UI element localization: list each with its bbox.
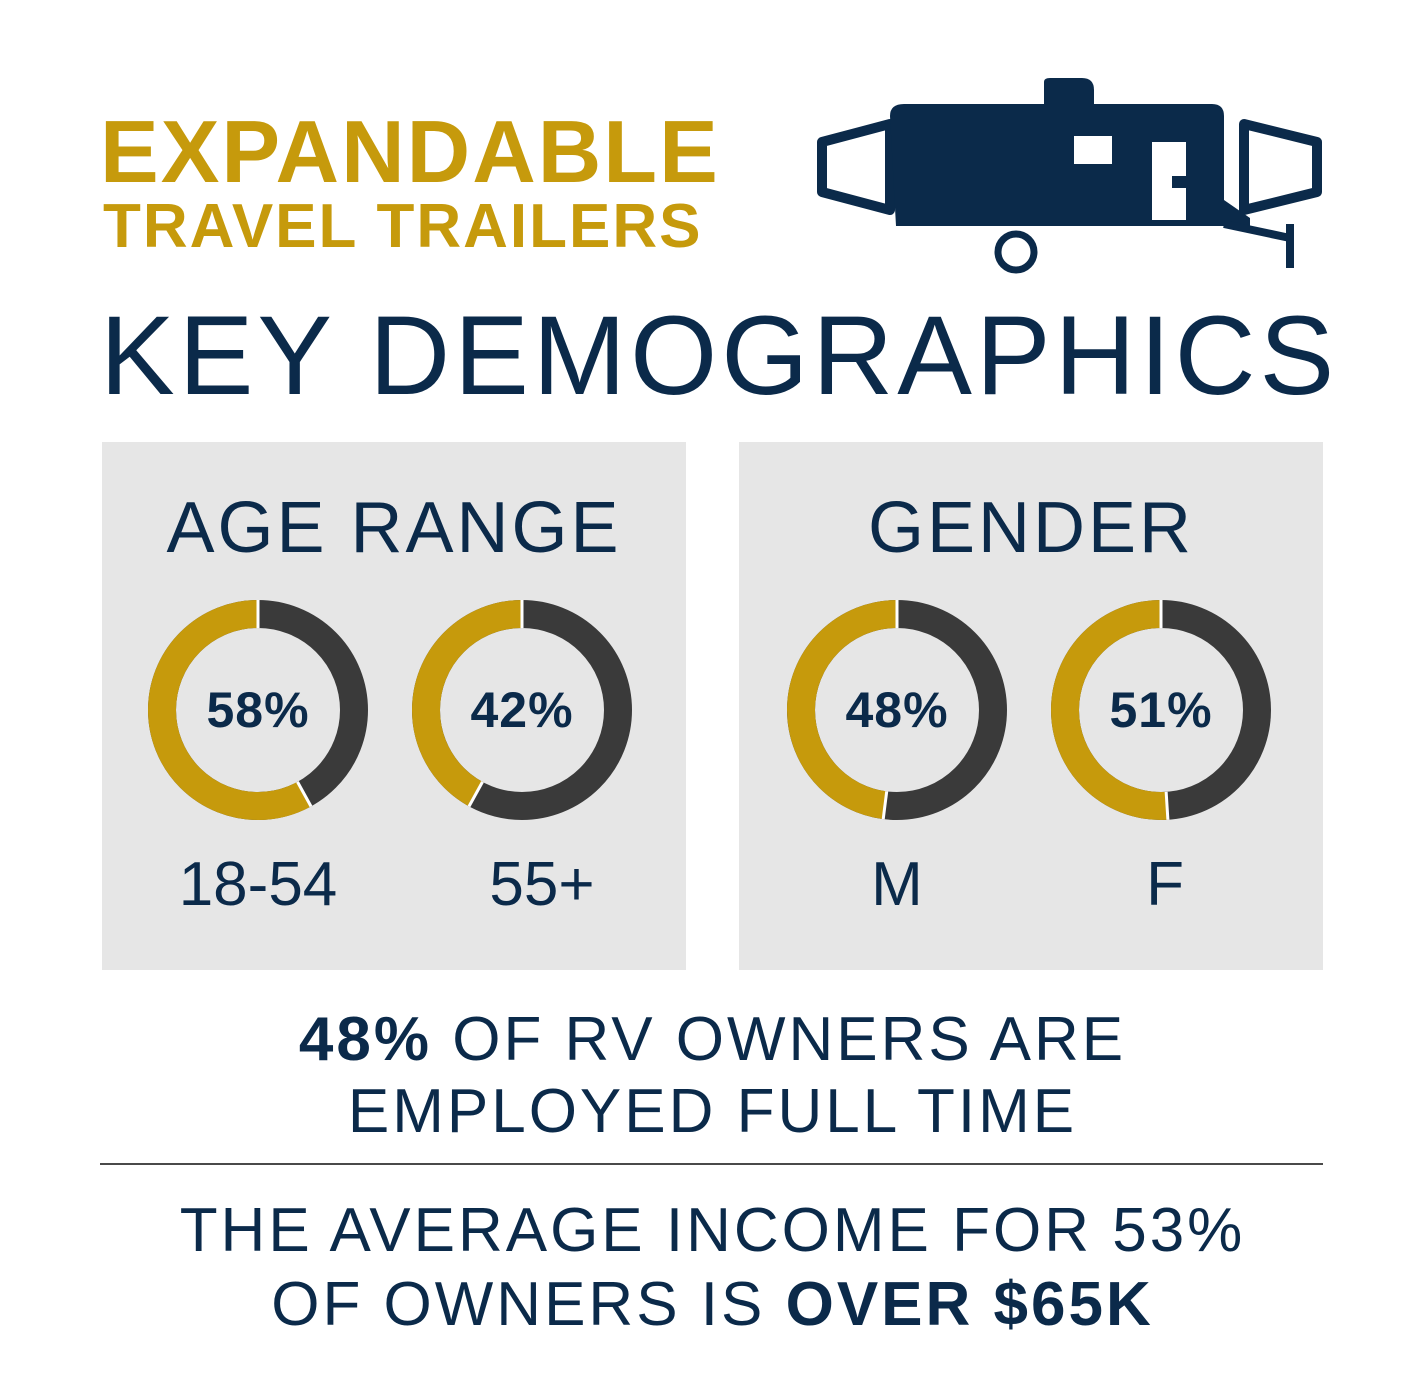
page-title: KEY DEMOGRAPHICS — [100, 293, 1339, 418]
trailer-icon — [817, 78, 1322, 274]
age-range-panel: AGE RANGE 58% 18-54 42% 55+ — [102, 442, 686, 970]
employment-text-line2: EMPLOYED FULL TIME — [347, 1077, 1078, 1146]
title-travel-trailers: TRAVEL TRAILERS — [103, 192, 703, 261]
donut-age-18-54: 58% — [146, 598, 370, 822]
donut-gender-f: 51% — [1049, 598, 1273, 822]
income-stat: THE AVERAGE INCOME FOR 53% OF OWNERS IS … — [0, 1194, 1425, 1342]
donut-value: 51% — [1109, 682, 1213, 738]
donut-separator — [467, 781, 484, 808]
panel-title-gender: GENDER — [867, 488, 1195, 568]
donut-label-55-plus: 55+ — [489, 850, 595, 919]
donut-label-m: M — [871, 850, 923, 919]
donut-label-f: F — [1146, 850, 1184, 919]
donut-separator — [881, 791, 889, 820]
income-text-line2: OF OWNERS IS — [271, 1270, 786, 1339]
panel-title-age-range: AGE RANGE — [166, 488, 622, 568]
divider — [100, 1163, 1323, 1165]
donut-label-18-54: 18-54 — [178, 850, 338, 919]
income-highlight: OVER $65K — [785, 1270, 1154, 1339]
employment-stat: 48% OF RV OWNERS ARE EMPLOYED FULL TIME — [0, 1004, 1425, 1148]
donut-separator — [1164, 791, 1170, 820]
donut-gender-m: 48% — [785, 598, 1009, 822]
employment-text-line1: OF RV OWNERS ARE — [432, 1005, 1127, 1074]
employment-highlight: 48% — [298, 1005, 432, 1074]
gender-panel: GENDER 48% M 51% F — [739, 442, 1323, 970]
donut-value: 58% — [206, 682, 310, 738]
donut-value: 48% — [845, 682, 949, 738]
title-expandable: EXPANDABLE — [100, 102, 720, 201]
income-text-line1: THE AVERAGE INCOME FOR 53% — [179, 1196, 1246, 1265]
donut-age-55-plus: 42% — [410, 598, 634, 822]
donut-separator — [296, 781, 313, 808]
donut-value: 42% — [470, 682, 574, 738]
